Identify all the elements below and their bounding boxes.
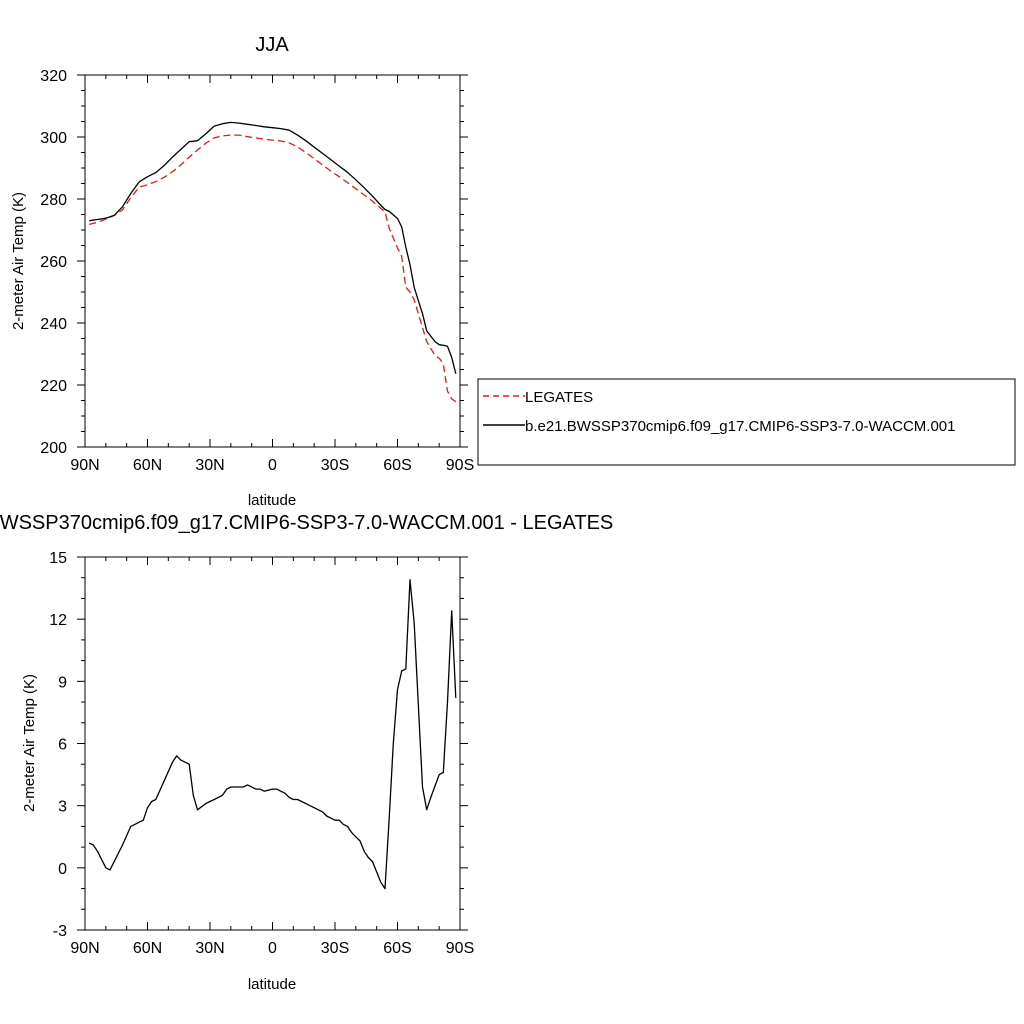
top-series-line-model xyxy=(89,121,457,374)
bottom-xtick-label: 30S xyxy=(321,940,349,957)
top-ytick-label: 240 xyxy=(40,316,67,333)
bottom-y-axis-label: 2-meter Air Temp (K) xyxy=(21,674,38,812)
bottom-ytick-label: 3 xyxy=(58,799,67,816)
top-chart-title: JJA xyxy=(255,34,289,56)
top-ytick-label: 200 xyxy=(40,440,67,457)
legend-label-legates: LEGATES xyxy=(525,389,593,406)
top-xtick-label: 90N xyxy=(70,457,99,474)
bottom-xtick-label: 60N xyxy=(133,940,162,957)
top-series-line-legates xyxy=(89,134,457,403)
bottom-ytick-label: 6 xyxy=(58,737,67,754)
bottom-xtick-label: 0 xyxy=(268,940,277,957)
bottom-ytick-label: -3 xyxy=(53,923,67,940)
legend-label-model: b.e21.BWSSP370cmip6.f09_g17.CMIP6-SSP3-7… xyxy=(525,418,955,435)
bottom-xtick-label: 90S xyxy=(446,940,474,957)
top-plot-frame xyxy=(84,74,461,448)
bottom-axis-ticks: 90N 60N 30N 0 30S 60S 90S -3 0 3 6 9 12 15 xyxy=(49,550,474,957)
top-ytick-label: 260 xyxy=(40,254,67,271)
top-xtick-label: 30N xyxy=(195,457,224,474)
bottom-x-axis-label: latitude xyxy=(248,976,296,993)
top-ytick-label: 300 xyxy=(40,130,67,147)
bottom-chart-title: b.e21.BWSSP370cmip6.f09_g17.CMIP6-SSP3-7… xyxy=(0,512,613,534)
top-panel: JJA 90N 60N 30N 0 30S 60S 90S 200 220 240 260 280 30… xyxy=(10,34,474,509)
bottom-panel: b.e21.BWSSP370cmip6.f09_g17.CMIP6-SSP3-7… xyxy=(0,512,613,993)
bottom-ytick-label: 15 xyxy=(49,550,67,567)
top-xtick-label: 90S xyxy=(446,457,474,474)
legend: LEGATES b.e21.BWSSP370cmip6.f09_g17.CMIP… xyxy=(477,378,1016,466)
top-axis-ticks: 90N 60N 30N 0 30S 60S 90S 200 220 240 260 280 300 320 xyxy=(40,68,474,474)
bottom-plot-frame xyxy=(84,556,461,931)
legend-box xyxy=(477,378,1016,466)
bottom-series-group xyxy=(88,579,457,890)
top-series-group xyxy=(89,121,457,403)
top-xtick-label: 60N xyxy=(133,457,162,474)
bottom-series-line-difference xyxy=(88,579,457,890)
bottom-ytick-label: 9 xyxy=(58,674,67,691)
top-xtick-label: 0 xyxy=(268,457,277,474)
top-x-axis-label: latitude xyxy=(248,492,296,509)
bottom-ytick-label: 0 xyxy=(58,861,67,878)
top-xtick-label: 60S xyxy=(383,457,411,474)
bottom-xtick-label: 60S xyxy=(383,940,411,957)
bottom-ytick-label: 12 xyxy=(49,612,67,629)
bottom-xtick-label: 30N xyxy=(195,940,224,957)
top-xtick-label: 30S xyxy=(321,457,349,474)
top-ytick-label: 280 xyxy=(40,192,67,209)
bottom-xtick-label: 90N xyxy=(70,940,99,957)
top-ytick-label: 320 xyxy=(40,68,67,85)
top-y-axis-label: 2-meter Air Temp (K) xyxy=(10,192,27,330)
top-ytick-label: 220 xyxy=(40,378,67,395)
